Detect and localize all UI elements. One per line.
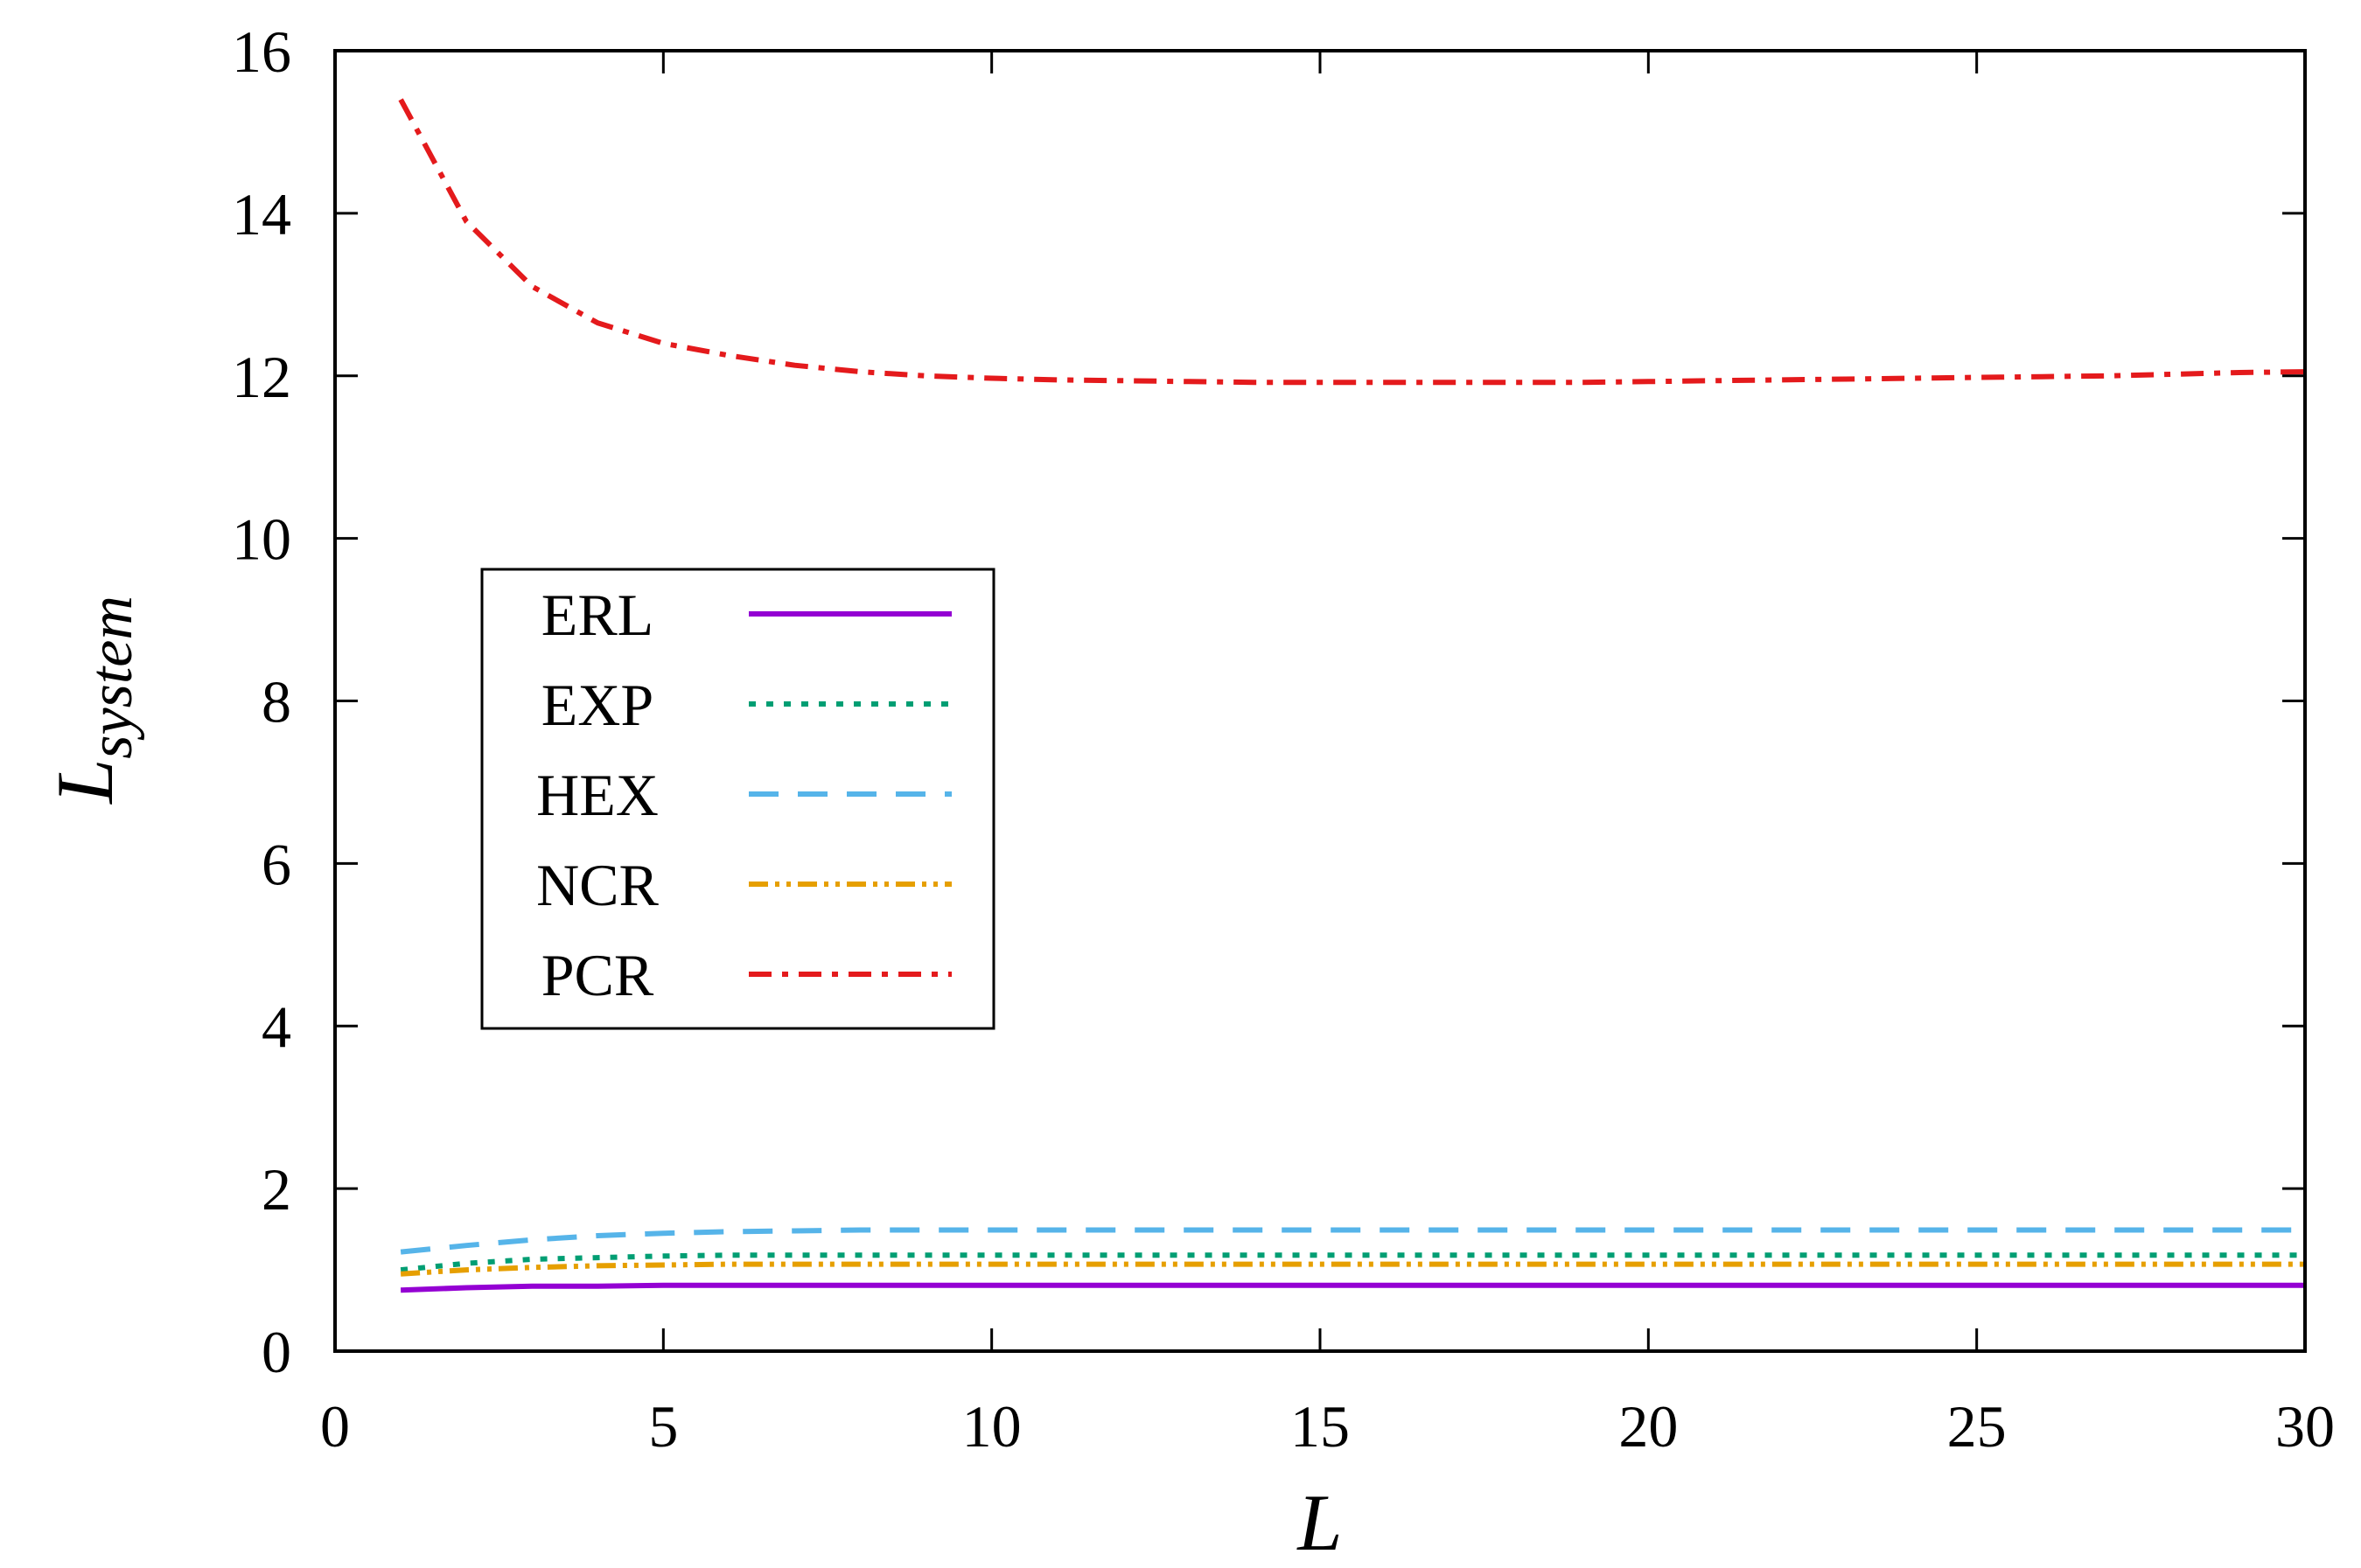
legend-box (480, 568, 995, 1030)
y-tick-label: 12 (232, 344, 291, 410)
series-line-erl (400, 1282, 2305, 1293)
legend-label-exp: EXP (541, 672, 653, 738)
x-tick-label: 20 (1618, 1393, 1678, 1460)
y-tick-label: 16 (232, 18, 291, 85)
series-line-hex (400, 1227, 2305, 1255)
y-tick-label: 14 (232, 181, 291, 247)
x-axis-title: L (1296, 1478, 1342, 1567)
y-tick-label: 8 (262, 669, 291, 735)
series-line-pcr (398, 98, 2306, 386)
y-axis-title: Lsystem (40, 596, 145, 805)
y-tick-label: 6 (262, 831, 291, 897)
legend-label-ncr: NCR (536, 852, 659, 918)
legend-label-erl: ERL (541, 582, 653, 648)
x-tick-labels: 0 5 10 15 20 25 30 (320, 1393, 2335, 1460)
x-tick-label: 0 (320, 1393, 350, 1460)
y-tick-label: 4 (262, 993, 291, 1060)
y-tick-label: 10 (232, 506, 291, 573)
x-tick-label: 5 (648, 1393, 678, 1460)
y-axis-title-subscript: system (78, 596, 145, 759)
x-tick-label: 25 (1947, 1393, 2007, 1460)
x-tick-label: 15 (1290, 1393, 1350, 1460)
y-tick-label: 0 (262, 1319, 291, 1385)
y-tick-labels: 0 2 4 6 8 10 12 14 16 (232, 18, 291, 1385)
y-axis-title-main: L (40, 759, 129, 805)
legend-label-pcr: PCR (541, 942, 654, 1008)
series-line-exp (400, 1252, 2305, 1273)
x-tick-label: 30 (2275, 1393, 2335, 1460)
x-tick-label: 10 (962, 1393, 1022, 1460)
series-layer (398, 98, 2306, 1293)
plot-frame (333, 49, 2307, 1353)
y-tick-label: 2 (262, 1156, 291, 1223)
legend: ERL EXP HEX NCR PCR (480, 568, 995, 1030)
legend-label-hex: HEX (536, 762, 659, 828)
